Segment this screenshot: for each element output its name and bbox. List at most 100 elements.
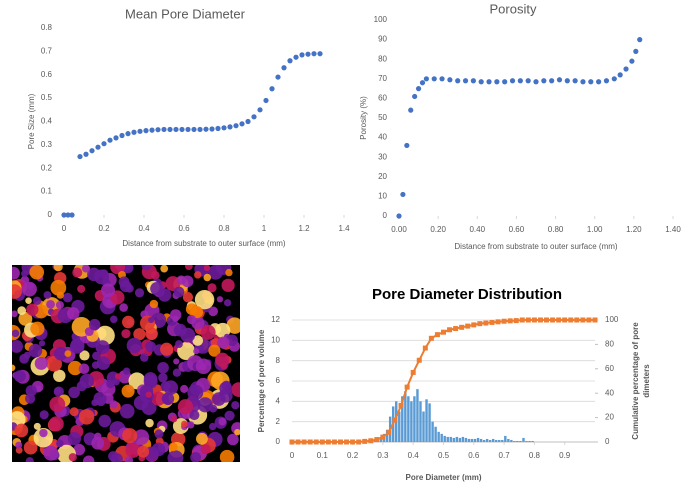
micrograph-blob: [93, 391, 107, 406]
micrograph-blob: [192, 335, 204, 346]
cumulative-marker: [550, 317, 556, 323]
cumulative-marker: [344, 439, 350, 445]
y-tick-label: 20: [378, 172, 387, 181]
micrograph-blob: [106, 379, 115, 389]
micrograph-blob: [187, 384, 204, 401]
point: [245, 118, 251, 125]
micrograph-blob: [119, 303, 128, 312]
histogram-bar: [504, 435, 507, 442]
point: [215, 125, 221, 132]
cumulative-marker: [404, 384, 410, 390]
micrograph-blob: [180, 384, 189, 393]
point: [275, 74, 281, 80]
x-axis-label: Distance from substrate to outer surface…: [122, 239, 286, 248]
point: [419, 80, 426, 86]
histogram-bar: [449, 436, 452, 442]
micrograph-blob: [38, 340, 46, 347]
micrograph-blob: [170, 309, 182, 321]
cumulative-marker: [574, 317, 580, 323]
micrograph-blob: [25, 393, 36, 404]
micrograph-blob: [25, 457, 34, 462]
micrograph-blob: [194, 271, 202, 279]
y-tick-label: 4: [276, 396, 281, 405]
micrograph-blob: [185, 303, 198, 315]
x-tick-label: 0.40: [469, 225, 485, 234]
micrograph-blob: [187, 421, 195, 429]
point: [541, 78, 547, 84]
micrograph-blob: [219, 381, 233, 395]
cumulative-marker: [586, 317, 592, 323]
y-tick-label: 0.4: [41, 117, 53, 126]
micrograph-blob: [212, 392, 226, 406]
point: [533, 79, 539, 85]
point: [633, 48, 639, 54]
micrograph-blob: [12, 284, 22, 299]
point: [119, 132, 125, 139]
x-tick-label: 1.4: [338, 224, 350, 233]
micrograph-blob: [98, 414, 112, 428]
y-tick-label: 0.5: [41, 93, 53, 102]
x-tick-label: 1.40: [665, 225, 681, 234]
micrograph-blob: [23, 351, 31, 359]
micrograph-blob: [182, 292, 194, 303]
micrograph-blob: [12, 266, 20, 280]
point: [77, 153, 83, 160]
micrograph-blob: [160, 342, 174, 356]
y-tick-label: 0.2: [41, 163, 53, 172]
micrograph-blob: [67, 431, 82, 446]
micrograph-blob: [173, 286, 185, 298]
histogram-bar: [440, 433, 443, 442]
point: [611, 76, 617, 82]
histogram-bar: [431, 421, 434, 442]
point: [617, 72, 623, 78]
micrograph-blob: [73, 443, 86, 456]
x-tick-label: 0.00: [391, 225, 407, 234]
y2-tick-label: 40: [605, 388, 614, 397]
micrograph-blob: [167, 450, 184, 462]
histogram-bar: [476, 437, 480, 442]
micrograph-blob: [125, 442, 141, 458]
histogram-bar: [510, 439, 513, 442]
x-tick-label: 0.8: [218, 224, 230, 233]
point: [400, 191, 406, 198]
cumulative-marker: [531, 317, 537, 323]
cumulative-marker: [441, 329, 446, 335]
micrograph-blob: [225, 268, 233, 277]
cumulative-marker: [350, 439, 356, 445]
cumulative-marker: [410, 369, 416, 375]
micrograph-blob: [94, 432, 102, 441]
histogram-bar: [507, 438, 510, 442]
micrograph-blob: [91, 361, 100, 369]
micrograph-blob: [13, 370, 26, 383]
micrograph-blob: [17, 306, 27, 316]
point: [221, 125, 227, 131]
point: [396, 213, 402, 219]
point: [478, 79, 484, 85]
histogram-bar: [419, 401, 422, 442]
histogram-bar: [473, 438, 477, 442]
point: [596, 79, 602, 85]
point: [95, 144, 101, 150]
micrograph-blob: [68, 386, 80, 399]
y-axis-label: Percentage of pore volume: [257, 329, 266, 432]
y-tick-label: 0: [48, 210, 53, 219]
cumulative-marker: [398, 402, 404, 408]
point: [61, 212, 67, 218]
y2-tick-label: 60: [605, 364, 614, 373]
chart-title: Porosity: [490, 1, 537, 16]
micrograph-blob: [15, 441, 23, 449]
point: [637, 37, 643, 43]
micrograph-blob: [163, 380, 179, 395]
micrograph-blob: [29, 265, 45, 280]
histogram-bar: [413, 396, 416, 442]
point: [239, 121, 245, 127]
micrograph-blob: [88, 318, 101, 331]
micrograph-blob: [186, 314, 197, 325]
micrograph-blob: [189, 410, 200, 421]
cumulative-marker: [501, 318, 507, 324]
point: [173, 126, 179, 133]
histogram-bar: [425, 399, 428, 442]
y-tick-label: 30: [378, 152, 387, 161]
micrograph-blob: [28, 343, 43, 358]
